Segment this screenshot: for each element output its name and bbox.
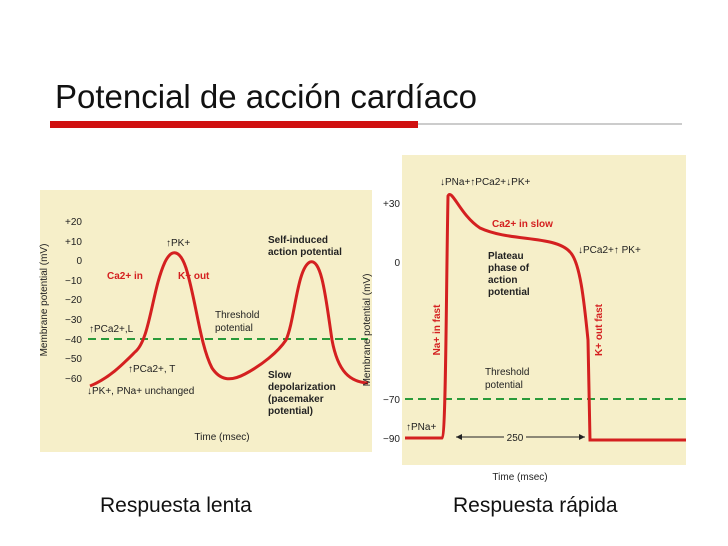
- figure-bg: [40, 190, 372, 452]
- x-axis-label: Time (msec): [194, 432, 249, 443]
- right-figure: Membrane potential (mV) +30 0 −70 −90 ↓P…: [362, 155, 686, 483]
- y-tick: −20: [65, 295, 82, 306]
- annotation: Self-induced: [268, 235, 328, 246]
- action-potential-curve: [405, 193, 686, 442]
- y-axis-label: Membrane potential (mV): [39, 244, 50, 357]
- slide-title: Potencial de acción cardíaco: [55, 78, 477, 115]
- annotation: ↑PNa+: [406, 422, 436, 433]
- annotation: phase of: [488, 263, 530, 274]
- label-bg: [504, 431, 526, 443]
- annotation: ↓PCa2+↑ PK+: [578, 245, 641, 256]
- annotation: 250: [507, 433, 524, 444]
- annotation: depolarization: [268, 382, 336, 393]
- figure-bg: [402, 155, 686, 465]
- annotation: ↑PK+: [166, 238, 190, 249]
- annotation: Na+ in fast: [432, 304, 443, 356]
- y-ticks: +20 +10 0 −10 −20 −30 −40 −50 −60: [65, 217, 82, 385]
- y-tick: +20: [65, 217, 82, 228]
- y-tick: −30: [65, 315, 82, 326]
- y-tick: −60: [65, 374, 82, 385]
- x-axis-label: Time (msec): [492, 472, 547, 483]
- y-tick: −50: [65, 354, 82, 365]
- y-tick: −10: [65, 276, 82, 287]
- annotation: action: [488, 275, 517, 286]
- y-tick: 0: [76, 256, 82, 267]
- action-potential-curve: [89, 251, 369, 388]
- annotation: ↓PNa+↑PCa2+↓PK+: [440, 177, 530, 188]
- y-tick: −40: [65, 335, 82, 346]
- annotation: K+ out fast: [594, 303, 605, 356]
- annotation: Threshold: [485, 367, 529, 378]
- y-tick: +10: [65, 237, 82, 248]
- annotation: action potential: [268, 247, 342, 258]
- annotation: Ca2+ in slow: [492, 219, 553, 230]
- annotation: potential: [215, 323, 253, 334]
- annotation: potential): [268, 406, 313, 417]
- y-tick: −70: [383, 395, 400, 406]
- annotation: (pacemaker: [268, 394, 324, 405]
- caption: Respuesta lenta: [100, 494, 252, 517]
- caption: Respuesta rápida: [453, 494, 618, 517]
- y-tick: 0: [394, 258, 400, 269]
- annotation: Ca2+ in: [107, 271, 143, 282]
- y-tick: −90: [383, 434, 400, 445]
- annotation: ↑PCa2+, T: [128, 364, 175, 375]
- annotation: potential: [488, 287, 530, 298]
- annotation: ↓PK+, PNa+ unchanged: [87, 386, 194, 397]
- annotation: ↑PCa2+,L: [89, 324, 134, 335]
- y-ticks: +30 0 −70 −90: [383, 199, 400, 445]
- title-bar: [50, 121, 418, 128]
- annotation: Slow: [268, 370, 292, 381]
- annotation: potential: [485, 380, 523, 391]
- annotation: Threshold: [215, 310, 259, 321]
- y-tick: +30: [383, 199, 400, 210]
- annotation: Plateau: [488, 251, 524, 262]
- annotation: K+ out: [178, 271, 210, 282]
- y-axis-label: Membrane potential (mV): [362, 274, 373, 387]
- left-figure: Membrane potential (mV) +20 +10 0 −10 −2…: [39, 190, 372, 452]
